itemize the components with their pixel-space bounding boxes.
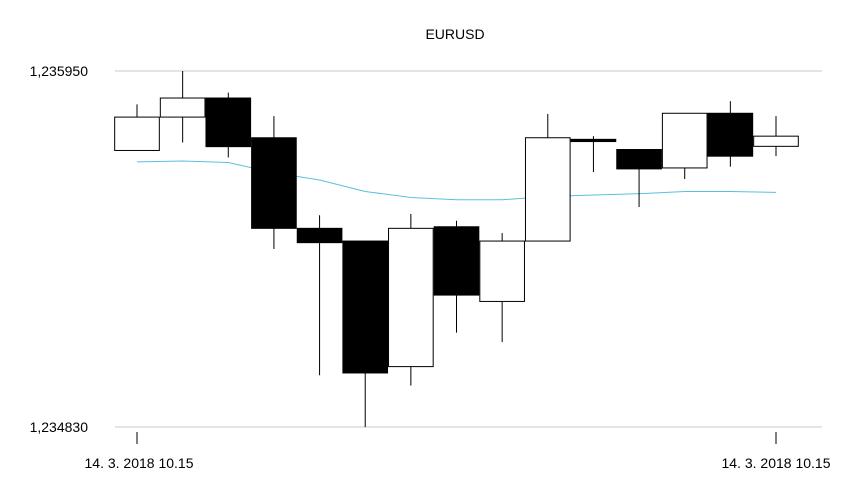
candle-body-3 (251, 137, 297, 229)
candle-body-1 (159, 97, 206, 118)
y-tick-label-bottom: 1,234830 (30, 419, 89, 435)
candle-body-14 (753, 135, 799, 147)
moving-average-layer (136, 160, 777, 201)
x-tick-label-right: 14. 3. 2018 10.15 (722, 455, 831, 471)
x-tick-label-left: 14. 3. 2018 10.15 (85, 455, 194, 471)
candle-body-11 (616, 149, 662, 170)
candle-body-7 (433, 226, 480, 296)
candle-body-2 (205, 97, 252, 148)
candle-body-0 (114, 116, 160, 151)
candle-body-5 (342, 240, 389, 374)
moving-average-line (136, 160, 777, 201)
chart-title: EURUSD (425, 26, 484, 42)
y-tick-label-top: 1,235950 (30, 63, 89, 79)
candles-layer (114, 71, 799, 427)
candle-body-8 (479, 240, 525, 302)
candle-body-13 (707, 112, 754, 157)
candle-body-6 (388, 227, 434, 368)
candle-body-4 (296, 227, 343, 244)
candle-body-12 (661, 112, 708, 169)
candle-body-10 (570, 138, 617, 143)
candle-body-9 (524, 137, 571, 242)
